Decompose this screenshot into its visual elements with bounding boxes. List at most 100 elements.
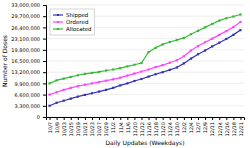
x-tick-label: 12/9 [202,122,208,133]
x-tick: 10/21 [82,117,88,136]
x-tick: 11/24 [167,117,173,136]
x-tick-mark [191,117,192,120]
point [183,62,185,64]
legend-label: Shipped [66,12,88,19]
x-tick-label: 11/24 [167,122,173,136]
x-tick: 10/19 [75,117,81,136]
point [218,34,220,36]
point [105,80,107,82]
x-tick-label: 11/2 [110,122,116,133]
x-tick: 10/13 [61,117,67,136]
legend-marker [57,28,59,30]
x-tick-mark [127,117,128,120]
legend-marker [57,14,59,16]
grid-line [46,5,244,6]
x-axis-line [47,118,245,121]
x-tick-label: 10/21 [82,122,88,136]
x-tick-mark [113,117,114,120]
point [84,94,86,96]
x-tick-label: 11/20 [160,122,166,136]
x-tick: 12/14 [217,117,223,136]
legend-swatch [53,21,63,22]
chart: 10/710/910/1310/1510/1910/2110/2310/2710… [0,0,250,148]
x-tick-label: 12/11 [209,122,215,136]
y-tick: 0 [37,114,46,120]
y-tick-label: 0 [37,114,40,120]
x-tick-mark [85,117,86,120]
x-tick: 12/9 [202,117,208,133]
point [225,17,227,19]
x-tick: 10/15 [68,117,74,136]
point [48,105,50,107]
x-tick-label: 12/16 [224,122,230,136]
legend: ShippedOrderedAllocated [50,9,95,35]
x-tick-mark [177,117,178,120]
point [204,26,206,28]
y-tick: 33,000,000 [11,2,46,8]
point [183,55,185,57]
x-tick-label: 10/27 [96,122,102,136]
point [197,45,199,47]
x-tick-label: 10/9 [54,122,60,133]
y-tick-mark [43,95,46,96]
grid-line [46,83,244,84]
grid-line [46,105,244,106]
x-tick: 11/10 [132,117,138,136]
x-tick-mark [233,117,234,120]
point [98,90,100,92]
y-tick-label: 16,500,000 [11,58,40,64]
y-tick-label: 13,200,000 [11,69,40,75]
point [140,62,142,64]
point [239,29,241,31]
y-tick: 16,500,000 [11,58,46,64]
x-tick-label: 12/7 [195,122,201,133]
point [197,30,199,32]
series-line [50,15,241,84]
x-tick: 12/11 [209,117,215,136]
legend-label: Allocated [66,26,92,32]
x-tick-label: 10/23 [89,122,95,136]
point [147,76,149,78]
point [126,65,128,67]
point [232,26,234,28]
y-tick-mark [43,72,46,73]
point [190,49,192,51]
y-tick: 9,900,000 [15,81,46,87]
x-tick: 11/20 [160,117,166,136]
y-axis: 03,300,0006,600,0009,900,00013,200,00016… [11,2,46,120]
x-tick-label: 11/16 [146,122,152,136]
x-tick-mark [50,117,51,120]
x-tick-label: 10/29 [103,122,109,136]
point [211,38,213,40]
legend-box [50,9,95,35]
x-tick: 11/6 [125,117,131,133]
point [155,66,157,68]
x-tick: 10/9 [54,117,60,133]
point [48,82,50,84]
point [162,64,164,66]
x-tick: 10/23 [89,117,95,136]
legend-label: Ordered [66,19,88,25]
y-tick: 19,800,000 [11,47,46,53]
x-tick-mark [141,117,142,120]
x-tick-mark [205,117,206,120]
point [169,62,171,64]
y-tick-mark [43,27,46,28]
x-tick-label: 12/14 [217,122,223,136]
grid-line [46,49,244,50]
point [56,79,58,81]
point [232,34,234,36]
x-tick-label: 11/18 [153,122,159,136]
legend-marker [57,21,59,23]
point [119,84,121,86]
point [70,87,72,89]
y-tick: 29,700,000 [11,13,46,19]
point [133,64,135,66]
legend-swatch [53,14,63,15]
x-tick-mark [92,117,93,120]
point [119,77,121,79]
x-tick-mark [170,117,171,120]
point [105,69,107,71]
x-axis-title: Daily Updates (Weekdays) [105,139,184,147]
point [147,51,149,53]
